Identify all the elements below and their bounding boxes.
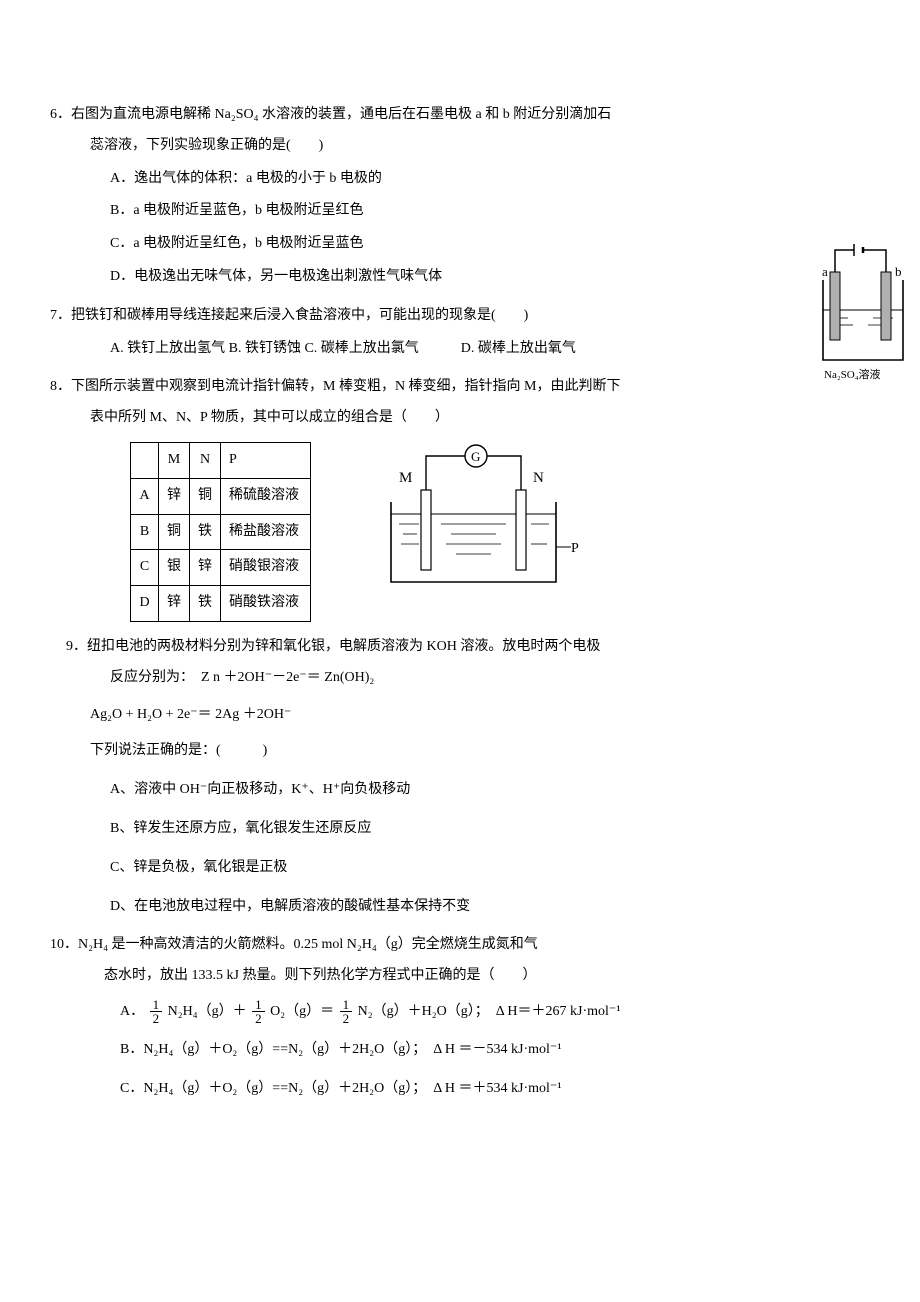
galvanic-cell-diagram-icon: G M N P xyxy=(371,442,581,597)
q8-number: 8． xyxy=(50,379,71,394)
q10-option-c: C．N₂H₄（g）＋O₂（g）==N₂（g）＋2H₂O（g）； Δ H ＝＋53… xyxy=(120,1071,870,1107)
q6-figure: a b Na₂SO₄溶液 xyxy=(818,240,908,390)
q10-a-mid1: N₂H₄（g）＋ xyxy=(168,1004,247,1019)
frac-den: 2 xyxy=(150,1012,163,1025)
frac-num: 1 xyxy=(340,998,353,1012)
q7-number: 7． xyxy=(50,308,71,323)
question-10: 10．N₂H₄ 是一种高效清洁的火箭燃料。0.25 mol N₂H₄（g）完全燃… xyxy=(50,930,870,1107)
question-6: 6．右图为直流电源电解稀 Na₂SO₄ 水溶液的装置，通电后在石墨电极 a 和 … xyxy=(50,100,870,293)
q6-stem1: 右图为直流电源电解稀 Na₂SO₄ 水溶液的装置，通电后在石墨电极 a 和 b … xyxy=(71,107,611,122)
q10-stem-line1: 10．N₂H₄ 是一种高效清洁的火箭燃料。0.25 mol N₂H₄（g）完全燃… xyxy=(50,930,870,961)
cell: 锌 xyxy=(159,478,190,514)
frac-num: 1 xyxy=(252,998,265,1012)
cell: 铜 xyxy=(190,478,221,514)
q7-stem-text: 把铁钉和碳棒用导线连接起来后浸入食盐溶液中，可能出现的现象是( ) xyxy=(71,308,528,323)
q6-option-a: A．逸出气体的体积：a 电极的小于 b 电极的 xyxy=(110,164,870,195)
frac-num: 1 xyxy=(150,998,163,1012)
cell: 锌 xyxy=(159,586,190,622)
q8-stem1: 下图所示装置中观察到电流计指针偏转，M 棒变粗，N 棒变细，指针指向 M，由此判… xyxy=(71,379,621,394)
label-solution: Na₂SO₄溶液 xyxy=(824,367,881,381)
fraction: 12 xyxy=(150,998,163,1025)
th-p: P xyxy=(221,442,311,478)
question-7: 7．把铁钉和碳棒用导线连接起来后浸入食盐溶液中，可能出现的现象是( ) A. 铁… xyxy=(50,301,870,365)
cell: A xyxy=(131,478,159,514)
q7-stem: 7．把铁钉和碳棒用导线连接起来后浸入食盐溶液中，可能出现的现象是( ) xyxy=(50,301,870,332)
frac-den: 2 xyxy=(252,1012,265,1025)
table-row: D 锌 铁 硝酸铁溶液 xyxy=(131,586,311,622)
q9-option-a: A、溶液中 OH⁻向正极移动，K⁺、H⁺向负极移动 xyxy=(110,775,870,806)
label-n: N xyxy=(533,470,544,486)
cell: 锌 xyxy=(190,550,221,586)
q6-number: 6． xyxy=(50,107,71,122)
q9-options: A、溶液中 OH⁻向正极移动，K⁺、H⁺向负极移动 B、锌发生还原方应，氧化银发… xyxy=(50,775,870,922)
question-8: 8．下图所示装置中观察到电流计指针偏转，M 棒变粗，N 棒变细，指针指向 M，由… xyxy=(50,372,870,622)
q9-number: 9． xyxy=(66,639,87,654)
fraction: 12 xyxy=(252,998,265,1025)
q10-stem-line2: 态水时，放出 133.5 kJ 热量。则下列热化学方程式中正确的是（ ） xyxy=(50,961,870,992)
question-9: 9．纽扣电池的两极材料分别为锌和氧化银，电解质溶液为 KOH 溶液。放电时两个电… xyxy=(50,632,870,922)
q10-stem1: N₂H₄ 是一种高效清洁的火箭燃料。0.25 mol N₂H₄（g）完全燃烧生成… xyxy=(78,937,538,952)
q6-options: A．逸出气体的体积：a 电极的小于 b 电极的 B．a 电极附近呈蓝色，b 电极… xyxy=(50,164,870,293)
label-g: G xyxy=(471,449,480,464)
cell: B xyxy=(131,514,159,550)
cell: 铜 xyxy=(159,514,190,550)
table-row: A 锌 铜 稀硫酸溶液 xyxy=(131,478,311,514)
table-row: C 银 锌 硝酸银溶液 xyxy=(131,550,311,586)
q9-stem1: 纽扣电池的两极材料分别为锌和氧化银，电解质溶液为 KOH 溶液。放电时两个电极 xyxy=(87,639,600,654)
label-p: P xyxy=(571,541,579,556)
q9-stem-line1: 9．纽扣电池的两极材料分别为锌和氧化银，电解质溶液为 KOH 溶液。放电时两个电… xyxy=(50,632,870,663)
q8-stem-line1: 8．下图所示装置中观察到电流计指针偏转，M 棒变粗，N 棒变细，指针指向 M，由… xyxy=(50,372,870,403)
cell: 硝酸铁溶液 xyxy=(221,586,311,622)
table-header-row: M N P xyxy=(131,442,311,478)
cell: 铁 xyxy=(190,514,221,550)
table-row: B 铜 铁 稀盐酸溶液 xyxy=(131,514,311,550)
th-n: N xyxy=(190,442,221,478)
q9-option-b: B、锌发生还原方应，氧化银发生还原反应 xyxy=(110,814,870,845)
cell: 银 xyxy=(159,550,190,586)
cell: 硝酸银溶液 xyxy=(221,550,311,586)
q10-option-a: A． 12 N₂H₄（g）＋ 12 O₂（g）＝ 12 N₂（g）＋H₂O（g）… xyxy=(120,994,870,1030)
q6-stem-line2: 蕊溶液，下列实验现象正确的是( ) xyxy=(50,131,870,162)
cell: 稀硫酸溶液 xyxy=(221,478,311,514)
label-a: a xyxy=(822,264,828,279)
q9-option-d: D、在电池放电过程中，电解质溶液的酸碱性基本保持不变 xyxy=(110,892,870,923)
q8-table: M N P A 锌 铜 稀硫酸溶液 B 铜 铁 稀盐酸溶液 C 银 锌 硝酸银溶… xyxy=(130,442,311,622)
q9-stem-line2: 反应分别为： Z n ＋2OH⁻－2e⁻＝ Zn(OH)₂ xyxy=(50,663,870,694)
cell: 铁 xyxy=(190,586,221,622)
cell: 稀盐酸溶液 xyxy=(221,514,311,550)
fraction: 12 xyxy=(340,998,353,1025)
q6-stem-line1: 6．右图为直流电源电解稀 Na₂SO₄ 水溶液的装置，通电后在石墨电极 a 和 … xyxy=(50,100,870,131)
q8-stem-line2: 表中所列 M、N、P 物质，其中可以成立的组合是（ ） xyxy=(50,403,870,434)
q10-a-pre: A． xyxy=(120,1004,144,1019)
q10-a-mid2: O₂（g）＝ xyxy=(270,1004,334,1019)
q9-prompt: 下列说法正确的是：( ) xyxy=(50,736,870,767)
cell: D xyxy=(131,586,159,622)
th-m: M xyxy=(159,442,190,478)
q9-option-c: C、锌是负极，氧化银是正极 xyxy=(110,853,870,884)
q7-options: A. 铁钉上放出氢气 B. 铁钉锈蚀 C. 碳棒上放出氯气 D. 碳棒上放出氧气 xyxy=(50,334,870,365)
cell: C xyxy=(131,550,159,586)
q10-a-mid3: N₂（g）＋H₂O（g）； Δ H＝＋267 kJ·mol⁻¹ xyxy=(358,1004,621,1019)
electrolysis-diagram-icon: a b Na₂SO₄溶液 xyxy=(818,240,908,390)
q6-option-d: D．电极逸出无味气体，另一电极逸出刺激性气味气体 xyxy=(110,262,870,293)
frac-den: 2 xyxy=(340,1012,353,1025)
q6-option-b: B．a 电极附近呈蓝色，b 电极附近呈红色 xyxy=(110,196,870,227)
label-m: M xyxy=(399,470,412,486)
q10-number: 10． xyxy=(50,937,78,952)
th-blank xyxy=(131,442,159,478)
q9-equation2: Ag₂O + H₂O + 2e⁻＝ 2Ag ＋2OH⁻ xyxy=(50,700,870,731)
q7-options-line: A. 铁钉上放出氢气 B. 铁钉锈蚀 C. 碳棒上放出氯气 D. 碳棒上放出氧气 xyxy=(110,334,870,365)
q10-option-b: B．N₂H₄（g）＋O₂（g）==N₂（g）＋2H₂O（g）； Δ H ＝－53… xyxy=(120,1032,870,1068)
q8-table-diagram-row: M N P A 锌 铜 稀硫酸溶液 B 铜 铁 稀盐酸溶液 C 银 锌 硝酸银溶… xyxy=(50,442,870,622)
label-b: b xyxy=(895,264,902,279)
q10-options: A． 12 N₂H₄（g）＋ 12 O₂（g）＝ 12 N₂（g）＋H₂O（g）… xyxy=(50,994,870,1107)
q6-option-c: C．a 电极附近呈红色，b 电极附近呈蓝色 xyxy=(110,229,870,260)
